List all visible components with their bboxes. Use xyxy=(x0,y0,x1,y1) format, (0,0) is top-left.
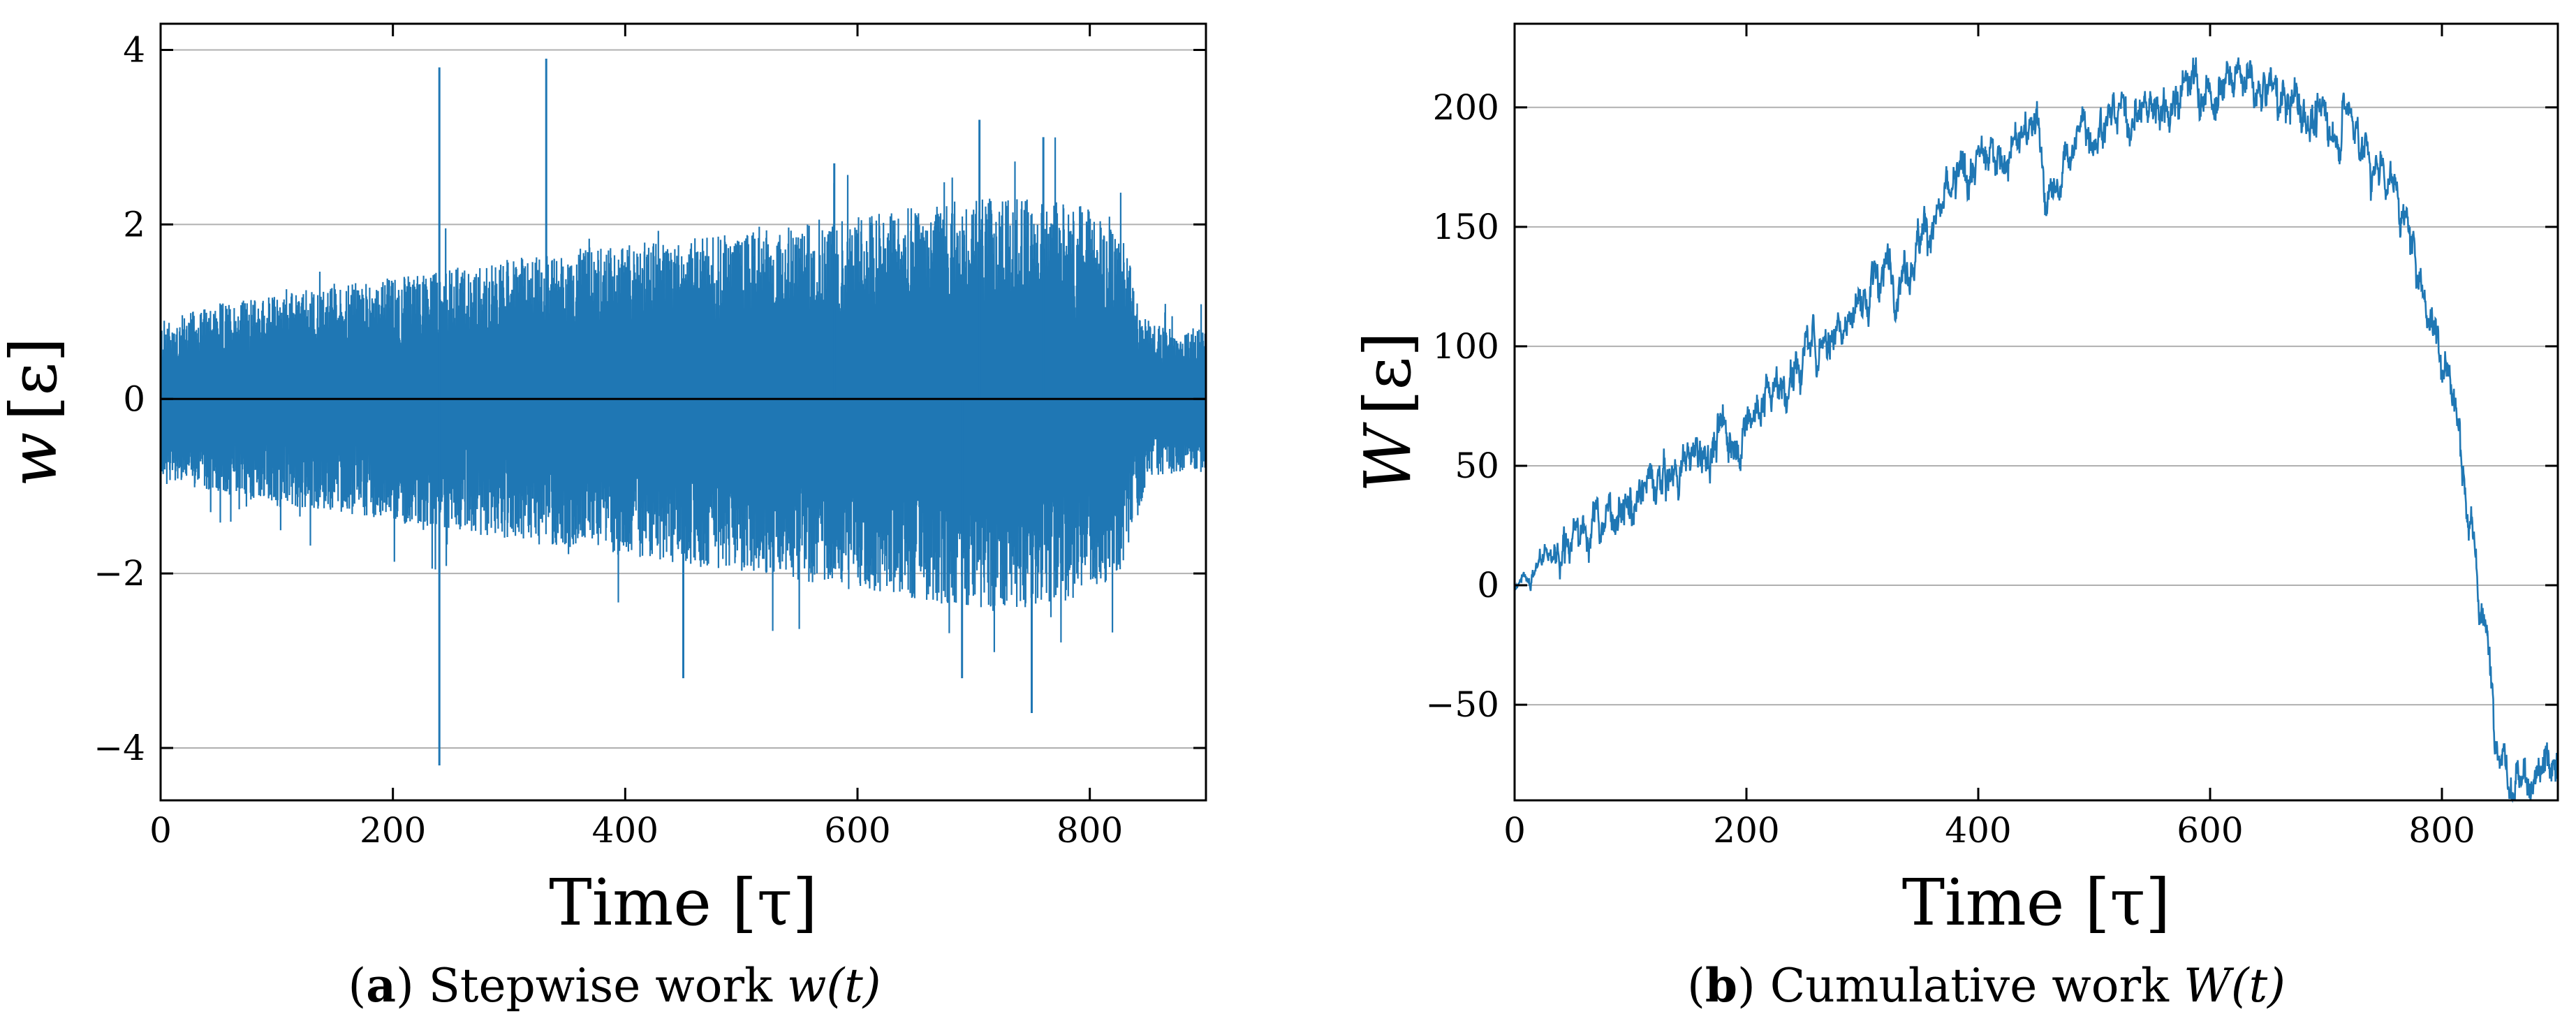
panel-a-x-tick-label: 0 xyxy=(149,810,172,851)
panel-b-y-axis-label: W[ε] xyxy=(1350,332,1425,492)
panel-a-y-tick-label: −4 xyxy=(94,728,145,768)
panel-a-series-line xyxy=(159,58,1207,766)
panel-b-caption-text: Cumulative work xyxy=(1769,959,2170,1013)
panel-b-y-tick-label: −50 xyxy=(1425,684,1499,725)
panel-a-y-axis-label: w [ε] xyxy=(0,337,71,487)
panel-a-y-tick-label: −2 xyxy=(94,553,145,594)
panel-a-y-tick-label: 2 xyxy=(123,204,145,244)
panel-b-x-tick-label: 200 xyxy=(1713,810,1779,851)
panel-a-y-tick-label: 0 xyxy=(123,379,145,419)
panel-b-x-tick-label: 400 xyxy=(1945,810,2011,851)
panel-b-caption-symbol: W(t) xyxy=(2184,959,2286,1013)
panel-b-cumulative-trace xyxy=(1513,57,2559,804)
panel-b-y-axis-unit: [ε] xyxy=(1350,332,1425,415)
panel-a-x-tick-label: 200 xyxy=(360,810,426,851)
panel-a-x-tick-label: 600 xyxy=(824,810,890,851)
panel-b-y-tick-label: 50 xyxy=(1455,446,1499,486)
panel-b-y-tick-label: 0 xyxy=(1477,565,1499,605)
panel-a-caption-symbol: w(t) xyxy=(787,959,881,1013)
panel-b-x-tick-label: 600 xyxy=(2177,810,2243,851)
panel-a-x-tick-label: 800 xyxy=(1057,810,1123,851)
panel-a-plot-frame xyxy=(159,22,1207,802)
panel-a-x-axis-label: Time [τ] xyxy=(549,865,817,940)
panel-a-x-tick-label: 400 xyxy=(592,810,658,851)
panel-b-x-axis-label: Time [τ] xyxy=(1902,865,2170,940)
panel-b-y-axis-symbol: W xyxy=(1350,422,1425,492)
panel-b-caption-letter: b xyxy=(1705,958,1738,1013)
panel-b-series-line xyxy=(1513,57,2559,804)
panel-b-x-tick-label: 0 xyxy=(1503,810,1526,851)
panel-b-x-tick-label: 800 xyxy=(2408,810,2475,851)
panel-a-y-axis-symbol: w xyxy=(0,432,71,487)
panel-a-chart: −4 −2 0 2 4 0 200 400 600 800 Time [τ] w [ε] xyxy=(0,22,1207,940)
panel-a-caption: (a) Stepwise work w(t) xyxy=(348,958,881,1013)
panel-b-y-tick-label: 200 xyxy=(1433,87,1499,128)
panel-a-y-axis-unit: [ε] xyxy=(0,337,71,420)
panel-b-y-tick-label: 100 xyxy=(1433,326,1499,367)
panel-a-caption-letter: a xyxy=(366,958,396,1013)
panel-b-caption: (b) Cumulative work W(t) xyxy=(1687,958,2286,1013)
panel-b-plot-frame xyxy=(1513,22,2559,802)
panel-b-y-tick-label: 150 xyxy=(1433,207,1499,247)
panel-a-caption-text: Stepwise work xyxy=(428,959,773,1013)
panel-b-chart: −50 0 50 100 150 200 0 200 400 600 800 Time [τ] W[… xyxy=(1350,22,2559,940)
panel-a-y-tick-label: 4 xyxy=(123,29,145,70)
